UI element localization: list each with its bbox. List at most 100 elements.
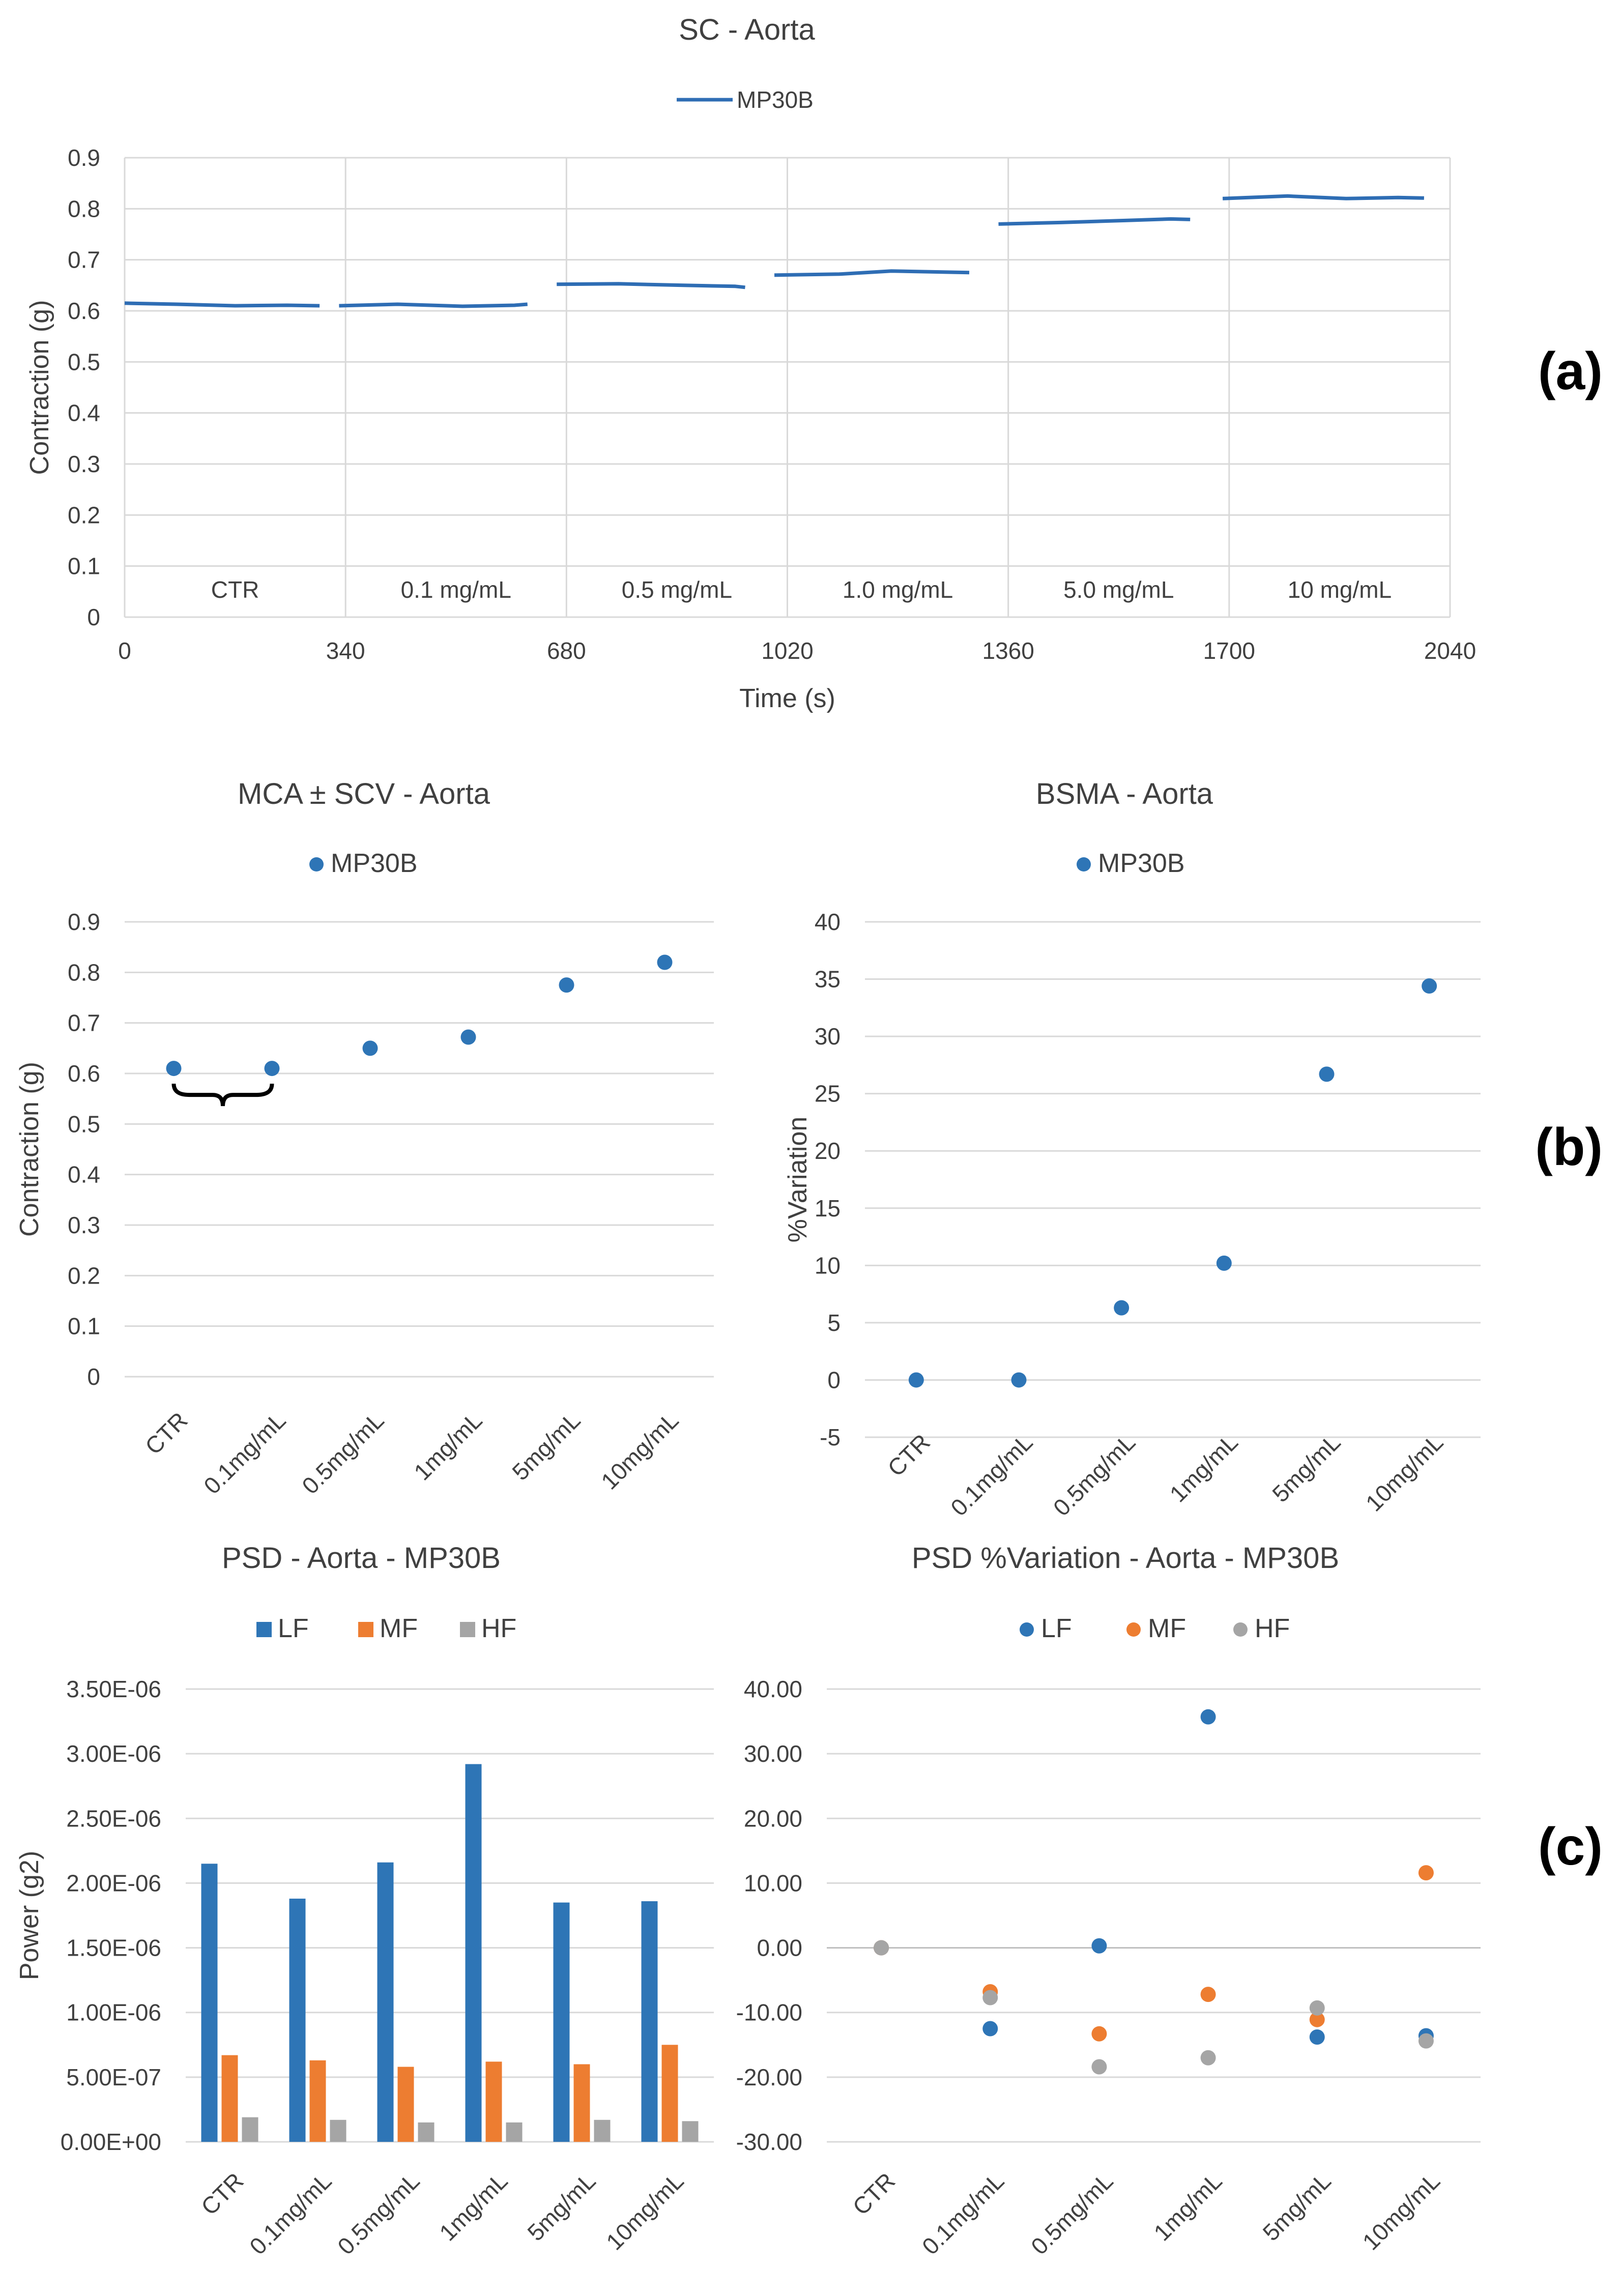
x-category-label: CTR — [140, 1407, 193, 1460]
y-tick-label: 20 — [815, 1138, 841, 1164]
y-tick-label: 10.00 — [744, 1870, 802, 1896]
y-axis-label: %Variation — [783, 1117, 813, 1243]
point-mp30b — [559, 977, 574, 993]
x-category-label: 5mg/mL — [522, 2167, 600, 2246]
series-line-segment-3 — [774, 269, 970, 277]
point-lf — [1200, 1709, 1216, 1725]
panel-label-b: (b) — [1535, 1118, 1603, 1177]
y-tick-label: 0.3 — [68, 451, 100, 477]
bar-lf — [377, 1862, 394, 2142]
point-hf — [1309, 2000, 1325, 2016]
y-tick-label: 40.00 — [744, 1676, 802, 1702]
y-tick-label: 3.00E-06 — [66, 1740, 161, 1767]
legend-swatch-lf — [256, 1622, 272, 1637]
y-tick-label: 0.4 — [68, 400, 100, 426]
y-tick-label: 1.00E-06 — [66, 1999, 161, 2026]
segment-label: 10 mg/mL — [1288, 576, 1392, 603]
bar-mf — [661, 2045, 678, 2142]
x-category-label: 0.5mg/mL — [1026, 2167, 1118, 2259]
legend-label-mp30b: MP30B — [1098, 849, 1185, 878]
segment-label: 0.5 mg/mL — [622, 576, 732, 603]
x-category-label: 0.1mg/mL — [244, 2167, 336, 2259]
y-tick-label: 0 — [87, 1363, 100, 1390]
point-mf — [1200, 1987, 1216, 2002]
x-category-label: 10mg/mL — [601, 2167, 688, 2255]
x-tick-label: 2040 — [1424, 637, 1476, 664]
x-category-label: 1mg/mL — [409, 1407, 487, 1485]
legend-marker-mp30b — [1077, 857, 1091, 871]
x-category-label: 10mg/mL — [1357, 2167, 1445, 2255]
x-category-label: 1mg/mL — [1148, 2167, 1227, 2246]
x-tick-label: 1360 — [982, 637, 1034, 664]
y-tick-label: 0.6 — [68, 298, 100, 324]
point-mf — [1418, 1865, 1434, 1881]
y-tick-label: 0.2 — [68, 1262, 100, 1289]
y-tick-label: 20.00 — [744, 1805, 802, 1832]
x-category-label: 5mg/mL — [1267, 1429, 1345, 1507]
x-category-label: 10mg/mL — [1361, 1429, 1448, 1516]
y-tick-label: 0 — [87, 604, 100, 630]
legend-marker-mp30b — [309, 857, 324, 871]
chart-b1-mca-aorta: MCA ± SCV - Aorta MP30B 0 0.1 0.2 0.3 0.4 0.5 0.… — [15, 777, 714, 1499]
x-tick-label: 0 — [118, 637, 131, 664]
y-tick-label: -30.00 — [736, 2129, 802, 2155]
legend-marker-lf — [1020, 1622, 1034, 1637]
legend-label-hf: HF — [481, 1614, 516, 1643]
series-line-segment-1 — [339, 302, 528, 308]
point-mf — [1091, 2026, 1107, 2042]
legend-swatch-mf — [358, 1622, 373, 1637]
bar-hf — [242, 2117, 258, 2142]
x-tick-label: 1020 — [761, 637, 813, 664]
y-tick-label: 2.00E-06 — [66, 1870, 161, 1896]
y-tick-label: 0.6 — [68, 1060, 100, 1087]
y-tick-label: 0.9 — [68, 144, 100, 171]
bar-mf — [573, 2064, 590, 2142]
y-tick-label: 0.7 — [68, 1010, 100, 1036]
x-category-label: 1mg/mL — [1165, 1429, 1243, 1507]
y-tick-label: 2.50E-06 — [66, 1805, 161, 1832]
x-category-label: 0.5mg/mL — [332, 2167, 424, 2259]
x-category-label: CTR — [848, 2167, 901, 2220]
chart-title: MCA ± SCV - Aorta — [238, 777, 490, 810]
chart-title: PSD - Aorta - MP30B — [222, 1542, 501, 1575]
series-line-segment-2 — [557, 282, 745, 289]
bar-lf — [553, 1902, 570, 2142]
y-tick-label: 30 — [815, 1023, 841, 1050]
point-hf — [982, 1990, 998, 2006]
x-category-label: 0.1mg/mL — [945, 1429, 1037, 1521]
legend-label-mf: MF — [1148, 1614, 1186, 1643]
point-hf — [1200, 2050, 1216, 2066]
y-tick-label: 0.5 — [68, 1111, 100, 1137]
point-mf — [1309, 2012, 1325, 2027]
y-tick-label: 3.50E-06 — [66, 1676, 161, 1702]
bar-hf — [682, 2121, 699, 2142]
segment-label: 5.0 mg/mL — [1063, 576, 1174, 603]
bar-mf — [485, 2061, 502, 2142]
y-tick-label: 0.8 — [68, 959, 100, 985]
y-tick-label: 40 — [815, 909, 841, 935]
x-category-label: 10mg/mL — [596, 1407, 683, 1494]
x-category-label: 0.5mg/mL — [297, 1407, 389, 1499]
y-tick-label: 0.00 — [757, 1935, 802, 1961]
x-tick-label: 680 — [547, 637, 586, 664]
legend-label-mp30b: MP30B — [737, 86, 814, 113]
point-mp30b — [1114, 1300, 1130, 1316]
chart-c2-psd-variation: PSD %Variation - Aorta - MP30B LF MF HF -30.… — [736, 1542, 1481, 2260]
y-axis-label: Contraction (g) — [25, 300, 54, 475]
legend-label-lf: LF — [278, 1614, 309, 1643]
legend-swatch-hf — [460, 1622, 475, 1637]
bar-lf — [289, 1898, 306, 2142]
y-tick-label: 5.00E-07 — [66, 2064, 161, 2090]
bar-mf — [397, 2067, 414, 2142]
chart-a-sc-aorta: SC - Aorta MP30B 0 0.1 0.2 0.3 0.4 0.5 0.6 0.7 0.8… — [25, 13, 1476, 713]
chart-title: PSD %Variation - Aorta - MP30B — [912, 1542, 1339, 1575]
x-tick-label: 1700 — [1203, 637, 1255, 664]
panel-label-c: (c) — [1538, 1817, 1603, 1876]
point-lf — [1309, 2029, 1325, 2045]
y-tick-label: 0.2 — [68, 502, 100, 528]
y-tick-label: 0.8 — [68, 195, 100, 222]
y-tick-label: 5 — [827, 1310, 841, 1336]
y-tick-label: 0.5 — [68, 348, 100, 375]
